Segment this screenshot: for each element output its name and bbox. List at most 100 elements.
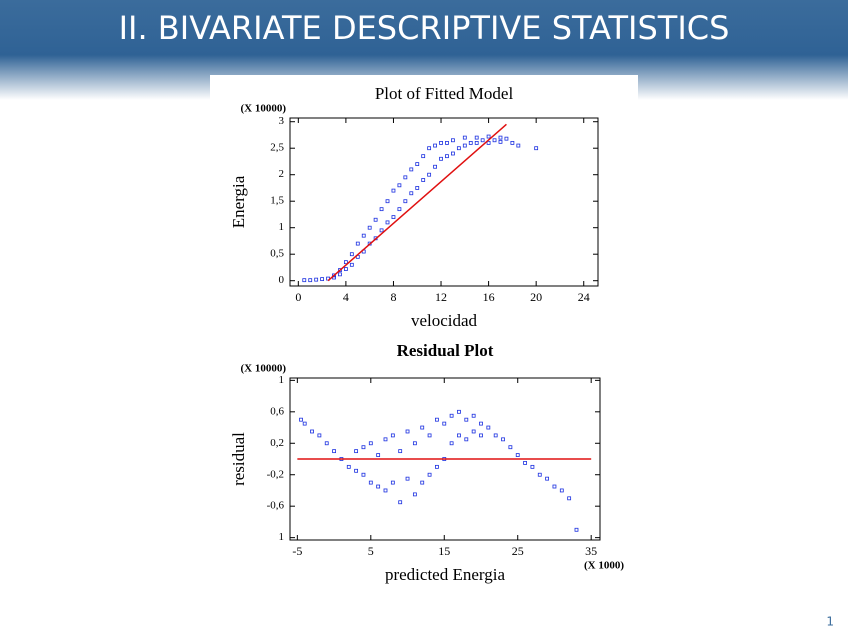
data-point bbox=[498, 135, 503, 140]
data-point bbox=[361, 233, 366, 238]
data-point bbox=[324, 441, 329, 446]
plot-frame bbox=[289, 377, 601, 541]
data-point bbox=[403, 199, 408, 204]
x-tick-label: 12 bbox=[435, 290, 447, 304]
data-point bbox=[383, 488, 388, 493]
data-point bbox=[310, 429, 314, 434]
data-point bbox=[338, 272, 342, 277]
data-point bbox=[302, 278, 307, 283]
data-point bbox=[515, 453, 520, 457]
data-point bbox=[409, 167, 414, 172]
data-point bbox=[501, 437, 505, 442]
data-point bbox=[320, 277, 325, 282]
y-tick-label: 0,2 bbox=[270, 437, 284, 449]
data-point bbox=[480, 138, 485, 143]
data-point bbox=[338, 268, 342, 273]
data-point bbox=[552, 484, 557, 489]
data-point bbox=[510, 141, 515, 145]
data-point bbox=[523, 461, 527, 465]
data-point bbox=[385, 220, 390, 225]
data-point bbox=[439, 156, 443, 161]
chart-panel bbox=[210, 75, 638, 605]
x-axis-label: predicted Energia bbox=[385, 565, 506, 584]
data-point bbox=[457, 409, 461, 414]
data-point bbox=[427, 433, 432, 438]
chart-title: Plot of Fitted Model bbox=[375, 84, 514, 103]
data-point bbox=[349, 252, 354, 257]
data-point bbox=[462, 135, 467, 140]
data-point bbox=[308, 278, 313, 283]
data-point bbox=[427, 146, 432, 151]
data-point bbox=[471, 413, 476, 418]
data-point bbox=[449, 441, 454, 446]
data-point bbox=[537, 472, 542, 477]
x-multiplier: (X 1000) bbox=[584, 560, 624, 572]
data-point bbox=[486, 141, 491, 145]
data-point bbox=[398, 500, 403, 505]
x-tick-label: 0 bbox=[295, 290, 301, 304]
x-tick-label: 5 bbox=[368, 544, 374, 558]
data-point bbox=[421, 178, 426, 182]
data-point bbox=[474, 141, 479, 145]
y-multiplier: (X 10000) bbox=[240, 363, 286, 375]
data-point bbox=[390, 480, 395, 485]
x-tick-label: 16 bbox=[483, 290, 495, 304]
y-multiplier: (X 10000) bbox=[240, 103, 286, 115]
data-point bbox=[435, 417, 439, 422]
data-point bbox=[516, 143, 521, 148]
data-point bbox=[464, 437, 469, 442]
x-axis-label: velocidad bbox=[411, 311, 478, 330]
data-point bbox=[545, 476, 550, 481]
data-point bbox=[361, 472, 366, 477]
data-point bbox=[343, 260, 348, 265]
y-tick-label: 2,5 bbox=[270, 142, 284, 154]
data-point bbox=[427, 172, 432, 177]
data-point bbox=[385, 199, 390, 204]
x-tick-label: 8 bbox=[390, 290, 396, 304]
data-point bbox=[397, 207, 402, 212]
data-point bbox=[479, 433, 483, 438]
data-point bbox=[471, 429, 476, 434]
data-point bbox=[391, 215, 396, 220]
data-point bbox=[508, 445, 513, 450]
data-point bbox=[391, 188, 396, 193]
data-point bbox=[493, 433, 498, 438]
data-point bbox=[383, 437, 388, 442]
data-point bbox=[302, 421, 307, 426]
data-point bbox=[361, 445, 366, 450]
data-point bbox=[332, 273, 336, 278]
data-point bbox=[574, 527, 579, 532]
data-point bbox=[457, 433, 461, 438]
data-point bbox=[486, 134, 491, 139]
plot-frame bbox=[289, 117, 599, 287]
data-point bbox=[451, 151, 455, 156]
data-point bbox=[468, 141, 473, 145]
y-tick-label: 1 bbox=[279, 374, 285, 386]
x-tick-label: 35 bbox=[585, 544, 597, 558]
data-point bbox=[376, 484, 381, 489]
fit-line bbox=[327, 123, 507, 282]
data-point bbox=[456, 146, 461, 151]
data-point bbox=[498, 139, 503, 144]
y-tick-label: 1 bbox=[279, 531, 285, 543]
data-point bbox=[442, 421, 447, 426]
data-point bbox=[412, 492, 417, 497]
data-point bbox=[349, 262, 354, 267]
y-tick-label: 0,5 bbox=[270, 248, 284, 260]
data-point bbox=[559, 488, 564, 493]
data-point bbox=[405, 476, 410, 481]
data-point bbox=[462, 143, 467, 148]
data-point bbox=[420, 480, 425, 485]
data-point bbox=[354, 449, 359, 454]
data-point bbox=[376, 453, 381, 457]
data-point bbox=[479, 421, 483, 426]
x-tick-label: 24 bbox=[578, 290, 590, 304]
y-tick-label: 2 bbox=[279, 168, 285, 180]
y-tick-label: 1 bbox=[279, 221, 285, 233]
y-tick-label: 3 bbox=[279, 115, 285, 127]
y-tick-label: 1,5 bbox=[270, 195, 284, 207]
data-point bbox=[492, 138, 497, 143]
x-tick-label: 25 bbox=[512, 544, 524, 558]
data-point bbox=[398, 449, 403, 454]
